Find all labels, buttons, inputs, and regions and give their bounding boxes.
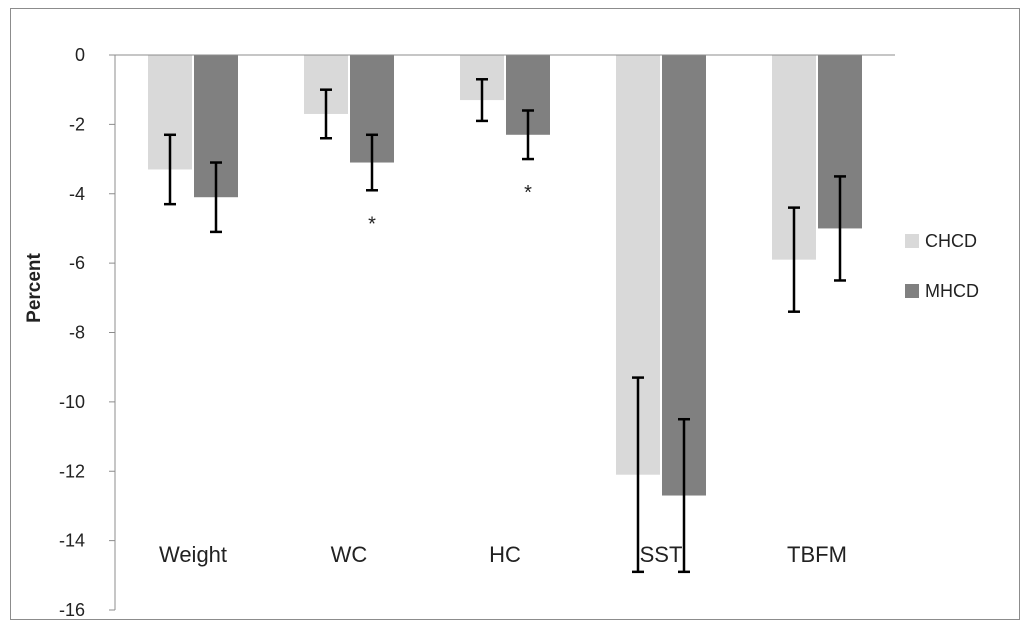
y-tick-label: -12 [59, 461, 85, 481]
error-bar-mhcd-tbfm [834, 175, 846, 282]
legend: CHCD MHCD [905, 231, 979, 301]
category-label-tbfm: TBFM [787, 542, 847, 567]
legend-label-chcd: CHCD [925, 231, 977, 251]
y-tick-label: 0 [75, 45, 85, 65]
category-label-hc: HC [489, 542, 521, 567]
y-tick-label: -8 [69, 323, 85, 343]
category-label-weight: Weight [159, 542, 227, 567]
error-bar-mhcd-wc [366, 133, 378, 192]
error-bars-layer [164, 78, 846, 574]
error-bar-mhcd-weight [210, 161, 222, 234]
bars-layer [148, 55, 862, 496]
error-bar-chcd-wc [320, 88, 332, 140]
y-tick-label: -10 [59, 392, 85, 412]
error-bar-mhcd-hc [522, 109, 534, 161]
y-tick-label: -14 [59, 531, 85, 551]
legend-swatch-chcd [905, 234, 919, 248]
error-bar-chcd-sst [632, 376, 644, 574]
error-bar-chcd-tbfm [788, 206, 800, 313]
error-bar-chcd-weight [164, 133, 176, 206]
y-tick-label: -16 [59, 600, 85, 620]
y-axis-title: Percent [24, 252, 45, 322]
legend-swatch-mhcd [905, 284, 919, 298]
category-label-sst: SST [640, 542, 683, 567]
y-tick-label: -2 [69, 114, 85, 134]
legend-label-mhcd: MHCD [925, 281, 979, 301]
significance-marker: * [368, 213, 376, 235]
labels-layer: Weight WC HC SST TBFM * * [159, 182, 847, 567]
error-bar-chcd-hc [476, 78, 488, 123]
significance-marker: * [524, 182, 532, 204]
error-bar-mhcd-sst [678, 417, 690, 574]
y-tick-label: -4 [69, 184, 85, 204]
y-tick-label: -6 [69, 253, 85, 273]
category-label-wc: WC [331, 542, 368, 567]
axes-layer: 0 -2 -4 -6 -8 -10 -12 -14 -16 [59, 45, 895, 620]
